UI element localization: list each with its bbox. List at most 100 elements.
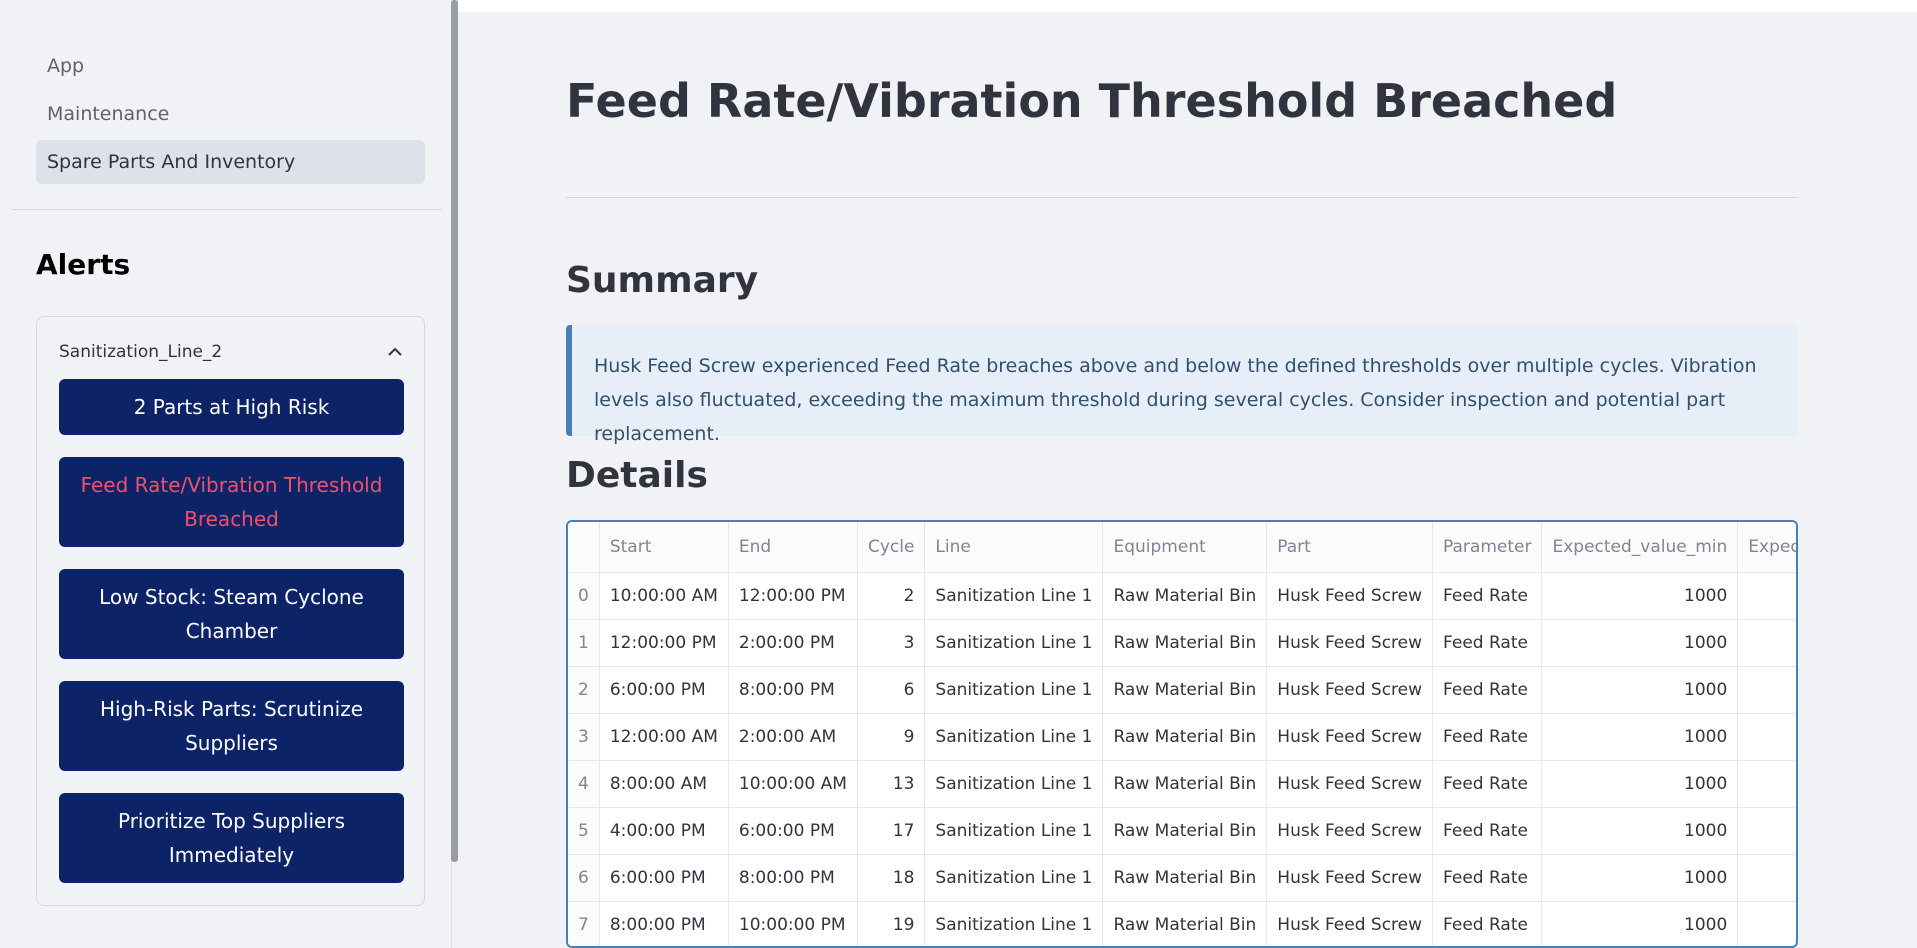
table-cell[interactable]: 1000 <box>1541 807 1739 855</box>
column-header[interactable]: Equipment <box>1102 522 1268 573</box>
table-cell[interactable]: 6:00:00 PM <box>599 666 729 714</box>
table-row[interactable]: 0 10:00:00 AM 12:00:00 PM 2 Sanitization Lin… <box>568 572 1796 620</box>
table-cell[interactable]: Feed Rate <box>1432 666 1543 714</box>
table-cell[interactable]: Sanitization Line 1 <box>924 713 1104 761</box>
nav-item-app[interactable]: App <box>47 55 85 77</box>
table-cell[interactable]: Husk Feed Screw <box>1266 807 1434 855</box>
table-cell[interactable]: 1000 <box>1541 666 1739 714</box>
table-cell[interactable] <box>1737 760 1796 808</box>
row-index-cell[interactable]: 2 <box>568 666 600 714</box>
table-row[interactable]: 4 8:00:00 AM 10:00:00 AM 13 Sanitization Lin… <box>568 760 1796 808</box>
table-cell[interactable] <box>1737 713 1796 761</box>
table-cell[interactable]: 4:00:00 PM <box>599 807 729 855</box>
table-cell[interactable]: Raw Material Bin <box>1102 666 1268 714</box>
table-row[interactable]: 2 6:00:00 PM 8:00:00 PM 6 Sanitization Line … <box>568 666 1796 714</box>
table-row[interactable]: 5 4:00:00 PM 6:00:00 PM 17 Sanitization Line… <box>568 807 1796 855</box>
table-cell[interactable]: 10:00:00 AM <box>599 572 729 620</box>
table-cell[interactable] <box>1737 572 1796 620</box>
table-cell[interactable]: 1000 <box>1541 854 1739 902</box>
row-index-cell[interactable]: 7 <box>568 901 600 946</box>
table-cell[interactable]: Sanitization Line 1 <box>924 666 1104 714</box>
row-index-cell[interactable]: 4 <box>568 760 600 808</box>
alert-button-threshold-breached[interactable]: Feed Rate/Vibration Threshold Breached <box>59 457 404 547</box>
column-header[interactable]: Part <box>1266 522 1434 573</box>
table-cell[interactable]: 13 <box>857 760 926 808</box>
table-cell[interactable]: 8:00:00 PM <box>728 666 858 714</box>
table-cell[interactable]: 9 <box>857 713 926 761</box>
table-cell[interactable]: Husk Feed Screw <box>1266 619 1434 667</box>
table-cell[interactable]: Sanitization Line 1 <box>924 807 1104 855</box>
column-header[interactable]: End <box>728 522 858 573</box>
row-index-cell[interactable]: 3 <box>568 713 600 761</box>
table-cell[interactable]: 1000 <box>1541 713 1739 761</box>
alert-button-prioritize-suppliers[interactable]: Prioritize Top Suppliers Immediately <box>59 793 404 883</box>
column-header[interactable]: Expected_ <box>1737 522 1796 573</box>
nav-item-spare-parts[interactable]: Spare Parts And Inventory <box>36 140 425 184</box>
table-cell[interactable]: Feed Rate <box>1432 760 1543 808</box>
row-index-cell[interactable]: 1 <box>568 619 600 667</box>
table-cell[interactable]: 3 <box>857 619 926 667</box>
sidebar-scrollbar[interactable] <box>451 0 458 862</box>
table-cell[interactable] <box>1737 619 1796 667</box>
table-cell[interactable]: 6 <box>857 666 926 714</box>
table-cell[interactable]: Feed Rate <box>1432 713 1543 761</box>
table-cell[interactable]: Feed Rate <box>1432 807 1543 855</box>
table-cell[interactable]: Sanitization Line 1 <box>924 572 1104 620</box>
column-header[interactable]: Line <box>924 522 1104 573</box>
column-header[interactable]: Cycle <box>857 522 926 573</box>
column-header[interactable] <box>568 522 600 573</box>
alert-button-low-stock[interactable]: Low Stock: Steam Cyclone Chamber <box>59 569 404 659</box>
table-cell[interactable]: 6:00:00 PM <box>599 854 729 902</box>
row-index-cell[interactable]: 5 <box>568 807 600 855</box>
table-cell[interactable]: Raw Material Bin <box>1102 854 1268 902</box>
table-cell[interactable]: 19 <box>857 901 926 946</box>
table-cell[interactable]: Husk Feed Screw <box>1266 713 1434 761</box>
table-cell[interactable]: Raw Material Bin <box>1102 760 1268 808</box>
table-cell[interactable]: 1000 <box>1541 572 1739 620</box>
table-cell[interactable]: 6:00:00 PM <box>728 807 858 855</box>
alert-button-parts-high-risk[interactable]: 2 Parts at High Risk <box>59 379 404 435</box>
table-cell[interactable]: Feed Rate <box>1432 619 1543 667</box>
table-cell[interactable]: 1000 <box>1541 901 1739 946</box>
column-header[interactable]: Expected_value_min <box>1541 522 1739 573</box>
nav-item-maintenance[interactable]: Maintenance <box>47 103 170 125</box>
table-cell[interactable]: 8:00:00 PM <box>599 901 729 946</box>
table-cell[interactable]: 12:00:00 AM <box>599 713 729 761</box>
table-row[interactable]: 3 12:00:00 AM 2:00:00 AM 9 Sanitization Line… <box>568 713 1796 761</box>
table-cell[interactable] <box>1737 666 1796 714</box>
table-cell[interactable]: 2 <box>857 572 926 620</box>
table-cell[interactable]: Sanitization Line 1 <box>924 619 1104 667</box>
table-cell[interactable]: Husk Feed Screw <box>1266 854 1434 902</box>
table-cell[interactable]: 2:00:00 AM <box>728 713 858 761</box>
table-cell[interactable]: Husk Feed Screw <box>1266 572 1434 620</box>
table-cell[interactable] <box>1737 901 1796 946</box>
table-cell[interactable]: 18 <box>857 854 926 902</box>
table-cell[interactable]: Feed Rate <box>1432 901 1543 946</box>
table-cell[interactable]: Raw Material Bin <box>1102 901 1268 946</box>
chevron-up-icon[interactable] <box>386 343 404 361</box>
alert-button-scrutinize-suppliers[interactable]: High-Risk Parts: Scrutinize Suppliers <box>59 681 404 771</box>
column-header[interactable]: Start <box>599 522 729 573</box>
table-cell[interactable]: Raw Material Bin <box>1102 572 1268 620</box>
details-table[interactable]: Start End Cycle Line Equipment Part Para… <box>566 520 1798 948</box>
table-cell[interactable]: 2:00:00 PM <box>728 619 858 667</box>
table-cell[interactable] <box>1737 854 1796 902</box>
table-cell[interactable]: 12:00:00 PM <box>599 619 729 667</box>
table-cell[interactable]: Sanitization Line 1 <box>924 760 1104 808</box>
table-cell[interactable]: 10:00:00 AM <box>728 760 858 808</box>
table-cell[interactable]: Husk Feed Screw <box>1266 760 1434 808</box>
row-index-cell[interactable]: 6 <box>568 854 600 902</box>
table-cell[interactable]: Husk Feed Screw <box>1266 901 1434 946</box>
table-cell[interactable] <box>1737 807 1796 855</box>
table-row[interactable]: 6 6:00:00 PM 8:00:00 PM 18 Sanitization Line… <box>568 854 1796 902</box>
table-cell[interactable]: 17 <box>857 807 926 855</box>
table-cell[interactable]: Raw Material Bin <box>1102 713 1268 761</box>
column-header[interactable]: Parameter <box>1432 522 1543 573</box>
table-cell[interactable]: Raw Material Bin <box>1102 807 1268 855</box>
table-row[interactable]: 7 8:00:00 PM 10:00:00 PM 19 Sanitization Lin… <box>568 901 1796 946</box>
table-cell[interactable]: Raw Material Bin <box>1102 619 1268 667</box>
table-cell[interactable]: Sanitization Line 1 <box>924 901 1104 946</box>
table-cell[interactable]: 8:00:00 PM <box>728 854 858 902</box>
table-cell[interactable]: Sanitization Line 1 <box>924 854 1104 902</box>
table-cell[interactable]: Husk Feed Screw <box>1266 666 1434 714</box>
